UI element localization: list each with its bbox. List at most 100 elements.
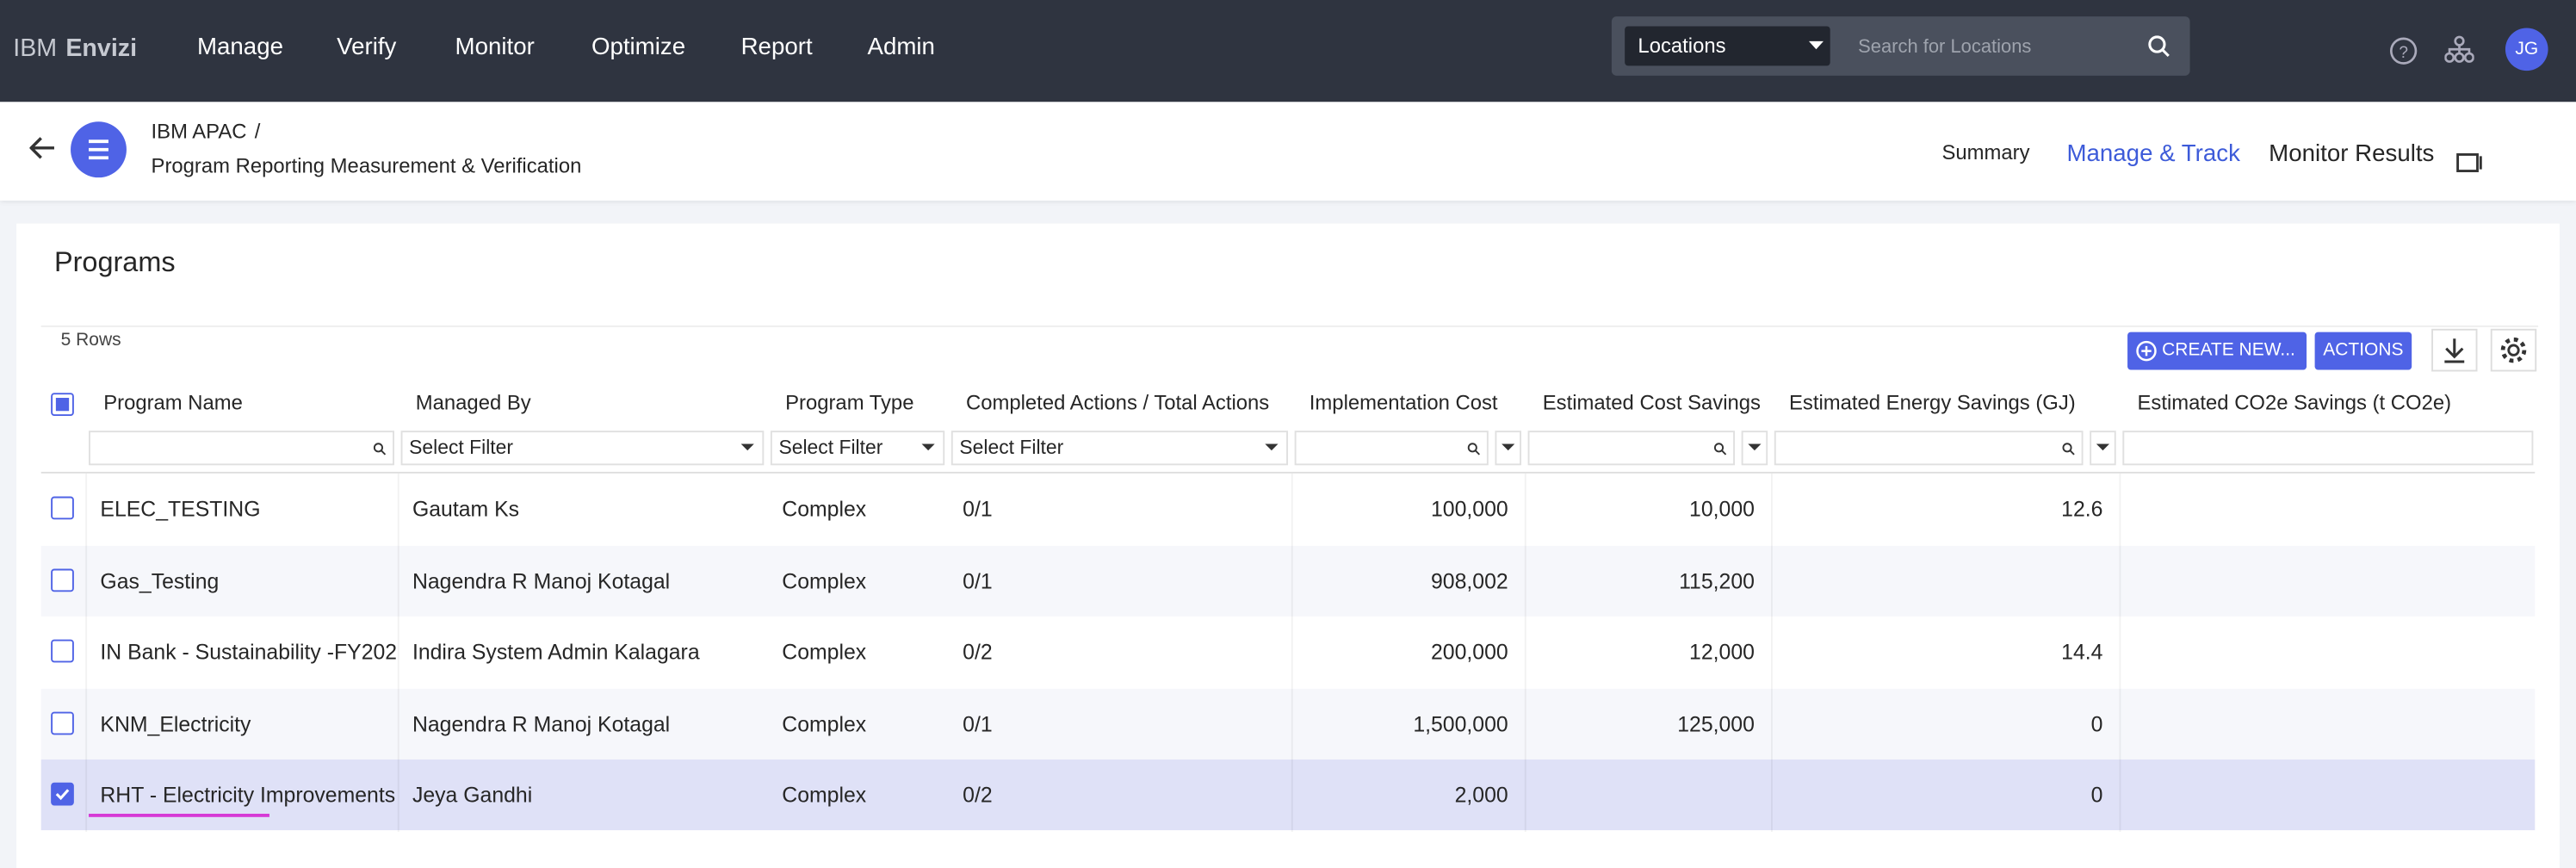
tab[interactable]: Monitor Results [2269,141,2434,168]
column-divider [2120,474,2121,832]
create-button[interactable]: CREATE NEW... [2127,332,2307,370]
column-divider [1771,474,1773,832]
search-box: Locations Search for Locations [1612,16,2190,76]
location-select[interactable]: Locations [1625,27,1830,66]
table-cell: 12.6 [2061,474,2102,544]
divider [41,326,2538,327]
filter-operator[interactable] [1495,431,1521,465]
location-label: Locations [1638,34,1725,58]
column-divider [85,474,87,832]
column-header[interactable]: Estimated Energy Savings (GJ) [1789,391,2076,414]
column-filter[interactable]: Select Filter [771,431,944,465]
filter-search-icon [1713,443,1726,456]
menu-button[interactable] [71,121,127,177]
table-cell: Complex [782,617,866,687]
video-icon[interactable] [2456,152,2486,175]
tab[interactable]: Summary [1941,141,2029,164]
nav-item[interactable]: Manage [197,34,283,61]
dropdown-icon [1809,41,1824,51]
column-header[interactable]: Estimated Cost Savings [1543,391,1761,414]
table-cell: 0/1 [963,474,992,544]
table-cell: 12,000 [1689,617,1755,687]
filter-search-icon [1467,443,1480,456]
column-divider [1525,474,1526,832]
breadcrumb-parent[interactable]: IBM APAC [152,120,247,143]
filter-placeholder: Select Filter [959,436,1063,459]
column-header[interactable]: Program Name [103,391,243,414]
table-cell: Complex [782,689,866,760]
table-cell: 0 [2091,760,2103,831]
filter-arrow [741,443,754,452]
nav-item[interactable]: Monitor [455,34,535,61]
avatar[interactable]: JG [2505,28,2548,71]
row-checkbox[interactable] [51,568,74,592]
table-cell: 100,000 [1431,474,1508,544]
column-filter[interactable] [1295,431,1489,465]
program-name[interactable]: ELEC_TESTING [100,474,260,544]
table-cell: Gautam Ks [412,474,519,544]
selection-underline [89,815,269,818]
column-header[interactable]: Completed Actions / Total Actions [966,391,1269,414]
actions-button[interactable]: ACTIONS [2315,332,2412,370]
table-cell: 10,000 [1689,474,1755,544]
table-cell: 2,000 [1455,760,1508,831]
nav-item[interactable]: Optimize [591,34,685,61]
select-all-checkbox[interactable] [51,393,74,416]
table-cell: 0/2 [963,617,992,687]
logo-prefix: IBM [13,34,57,62]
search-placeholder[interactable]: Search for Locations [1858,38,2031,58]
column-filter[interactable] [89,431,394,465]
filter-search-icon [373,443,386,456]
table-cell: Jeya Gandhi [412,760,532,831]
logo-name: Envizi [65,34,137,62]
column-header[interactable]: Implementation Cost [1310,391,1498,414]
column-header[interactable]: Managed By [416,391,531,414]
filter-arrow [1265,443,1278,452]
settings-button[interactable] [2491,329,2536,372]
column-filter[interactable]: Select Filter [401,431,765,465]
breadcrumb-separator: / [255,120,261,143]
program-name[interactable]: Gas_Testing [100,545,219,616]
column-header[interactable]: Estimated CO2e Savings (t CO2e) [2138,391,2452,414]
nav-item[interactable]: Verify [337,34,396,61]
table-cell: Indira System Admin Kalagara [412,617,700,687]
hierarchy-icon[interactable] [2444,34,2474,64]
table-cell: 14.4 [2061,617,2102,687]
filter-arrow [921,443,934,452]
program-name[interactable]: RHT - Electricity Improvements [100,760,395,831]
column-filter[interactable] [1528,431,1735,465]
page-title: Program Reporting Measurement & Verifica… [152,154,582,177]
tab[interactable]: Manage & Track [2066,141,2239,168]
table-cell: 0 [2091,689,2103,760]
program-name[interactable]: KNM_Electricity [100,689,251,760]
column-divider [1291,474,1293,832]
table-cell: 115,200 [1679,545,1755,616]
column-filter[interactable]: Select Filter [951,431,1288,465]
row-checkbox[interactable] [51,711,74,735]
nav-item[interactable]: Report [741,34,813,61]
breadcrumb-bar: IBM APAC / Program Reporting Measurement… [0,102,2576,201]
program-name[interactable]: IN Bank - Sustainability -FY2024 [100,617,395,687]
table-cell: 125,000 [1677,689,1755,760]
nav-item[interactable]: Admin [868,34,935,61]
search-icon[interactable] [2147,34,2170,58]
help-icon[interactable]: ? [2388,36,2418,65]
filter-search-icon [2062,443,2075,456]
row-checkbox[interactable] [51,640,74,663]
filter-operator[interactable] [2090,431,2116,465]
top-bar: IBM Envizi Manage Verify Monitor Optimize Re… [0,0,2576,102]
column-filter[interactable] [2122,431,2533,465]
table-cell: Complex [782,545,866,616]
row-checkbox[interactable] [51,783,74,806]
svg-text:?: ? [2399,44,2408,62]
column-header[interactable]: Program Type [785,391,913,414]
row-checkbox[interactable] [51,497,74,520]
filter-operator[interactable] [1742,431,1768,465]
column-filter[interactable] [1774,431,2084,465]
download-button[interactable] [2431,329,2477,372]
table-cell: 0/2 [963,760,992,831]
back-icon[interactable] [29,136,56,159]
table-cell: 908,002 [1431,545,1508,616]
